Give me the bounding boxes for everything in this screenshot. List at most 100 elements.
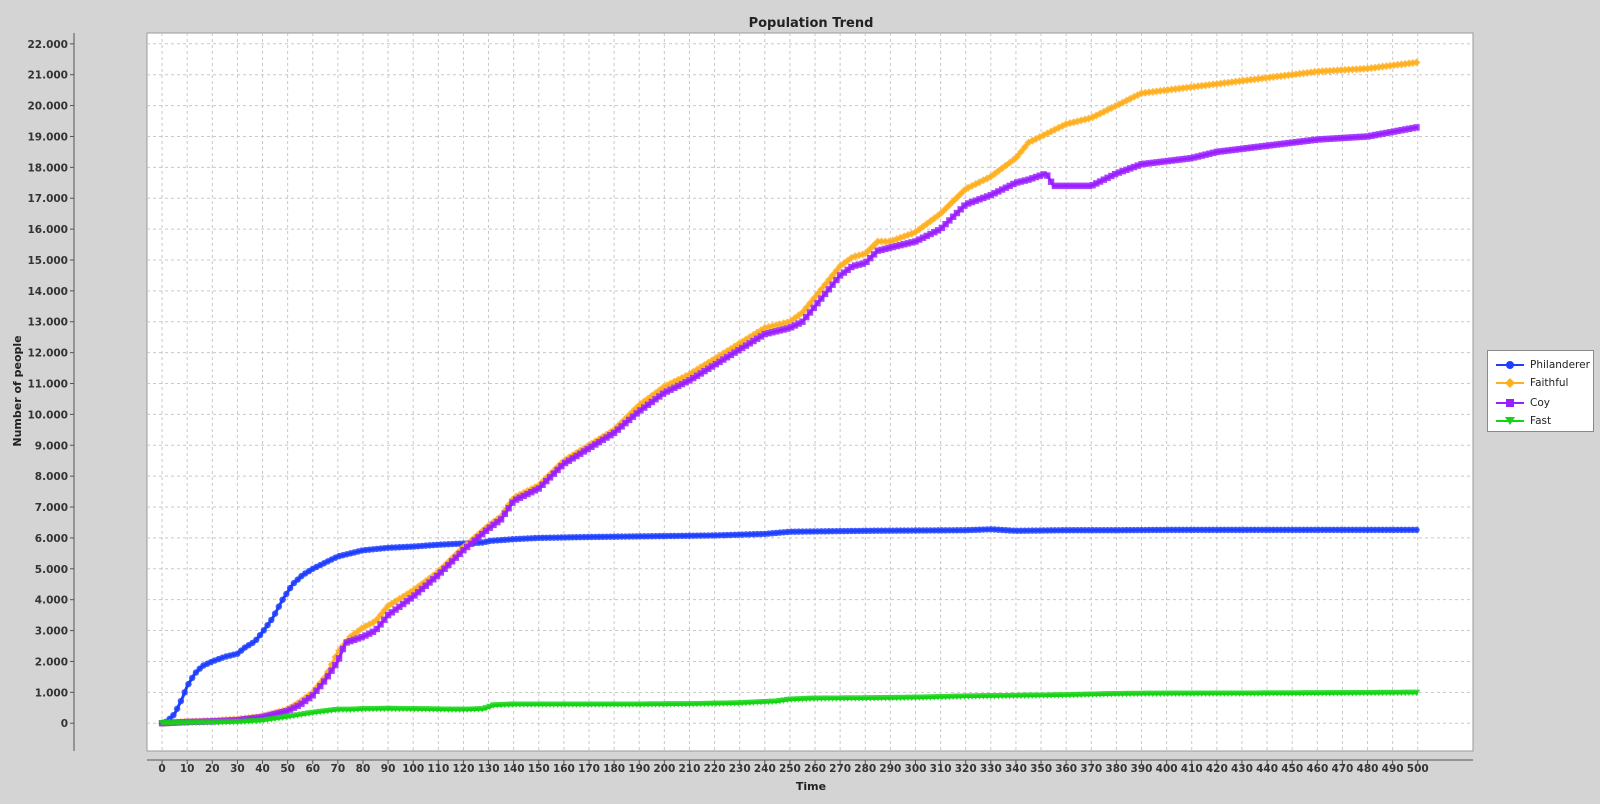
- data-point: [803, 313, 810, 321]
- x-tick-label: 480: [1357, 763, 1379, 775]
- data-point: [757, 333, 765, 340]
- data-point: [1187, 155, 1194, 162]
- data-point: [867, 254, 874, 262]
- data-point: [1221, 147, 1228, 155]
- x-tick-label: 430: [1231, 763, 1253, 775]
- data-point: [256, 714, 264, 721]
- y-tick-label: 10.000: [27, 409, 68, 421]
- data-point: [1409, 124, 1416, 132]
- data-point: [1213, 148, 1221, 156]
- data-point: [633, 410, 640, 417]
- data-point: [1149, 159, 1157, 167]
- data-point: [663, 388, 671, 395]
- data-point: [961, 202, 968, 209]
- y-axis-label: Number of people: [11, 335, 24, 446]
- x-tick-label: 180: [603, 763, 625, 775]
- data-point: [784, 325, 791, 332]
- y-tick-label: 9.000: [35, 440, 68, 452]
- data-point: [644, 401, 652, 409]
- data-point: [554, 466, 561, 474]
- data-point: [1288, 139, 1296, 146]
- x-tick-label: 330: [980, 763, 1002, 775]
- data-point: [313, 687, 320, 694]
- data-point: [411, 592, 418, 599]
- data-point: [1020, 143, 1029, 152]
- data-point: [1172, 156, 1179, 164]
- data-point: [1390, 128, 1398, 135]
- data-point: [324, 673, 332, 680]
- data-point: [264, 712, 271, 719]
- series-markers-fast: [158, 689, 1421, 727]
- data-point: [874, 247, 882, 254]
- data-point: [1093, 180, 1100, 187]
- x-tick-label: 310: [930, 763, 952, 775]
- data-point: [1157, 158, 1164, 166]
- data-point: [738, 344, 746, 352]
- data-point: [1085, 182, 1092, 190]
- x-tick-label: 340: [1005, 763, 1027, 775]
- data-point: [991, 190, 998, 197]
- data-point: [708, 363, 716, 370]
- data-point: [1389, 61, 1398, 70]
- data-point: [256, 631, 264, 639]
- x-tick-label: 250: [779, 763, 801, 775]
- data-point: [618, 423, 625, 430]
- data-point: [1206, 150, 1213, 157]
- data-point: [302, 697, 309, 705]
- data-point: [512, 496, 520, 503]
- data-point: [878, 246, 885, 253]
- x-tick-label: 80: [356, 763, 371, 775]
- data-point: [942, 220, 949, 228]
- data-point: [772, 328, 780, 335]
- data-point: [1062, 182, 1070, 190]
- data-point: [577, 450, 584, 457]
- data-point: [286, 706, 294, 713]
- data-point: [524, 490, 531, 498]
- data-point: [1002, 184, 1010, 191]
- x-tick-label: 110: [427, 763, 449, 775]
- data-point: [320, 678, 328, 685]
- y-tick-label: 5.000: [35, 564, 68, 576]
- data-point: [844, 266, 851, 274]
- data-point: [1160, 158, 1168, 165]
- data-point: [445, 561, 452, 569]
- data-point: [1164, 157, 1172, 165]
- data-point: [1277, 140, 1285, 148]
- data-point: [388, 609, 396, 616]
- data-point: [1070, 182, 1077, 190]
- data-point: [1236, 145, 1243, 153]
- data-point: [528, 489, 535, 496]
- data-point: [1089, 182, 1096, 189]
- data-point: [1386, 61, 1395, 70]
- data-point: [1405, 125, 1413, 133]
- x-tick-label: 40: [255, 763, 270, 775]
- data-point: [486, 524, 494, 531]
- data-point: [1360, 133, 1367, 140]
- data-point: [765, 329, 772, 337]
- data-point: [1013, 152, 1022, 161]
- data-point: [332, 661, 339, 669]
- data-point: [1341, 134, 1349, 142]
- data-point: [720, 356, 727, 363]
- legend-label: Coy: [1530, 397, 1550, 409]
- data-point: [840, 269, 848, 276]
- x-tick-label: 320: [955, 763, 977, 775]
- data-point: [456, 550, 463, 558]
- x-tick-label: 370: [1080, 763, 1102, 775]
- data-point: [716, 358, 723, 366]
- x-tick-label: 0: [158, 763, 165, 775]
- data-point: [1378, 62, 1387, 71]
- data-point: [1326, 135, 1334, 142]
- x-tick-label: 230: [729, 763, 751, 775]
- data-point: [253, 714, 260, 722]
- data-point: [795, 320, 802, 327]
- series-markers-faithful: [158, 58, 1421, 728]
- series-philanderer: [158, 526, 1420, 727]
- data-point: [980, 194, 987, 202]
- data-point: [682, 379, 689, 386]
- axes: 0 10 20 30 40 50 60 70 80 90 100 110 120 130 140 150 160…: [27, 33, 1473, 775]
- data-point: [908, 239, 915, 246]
- data-point: [475, 534, 482, 541]
- data-point: [852, 262, 859, 269]
